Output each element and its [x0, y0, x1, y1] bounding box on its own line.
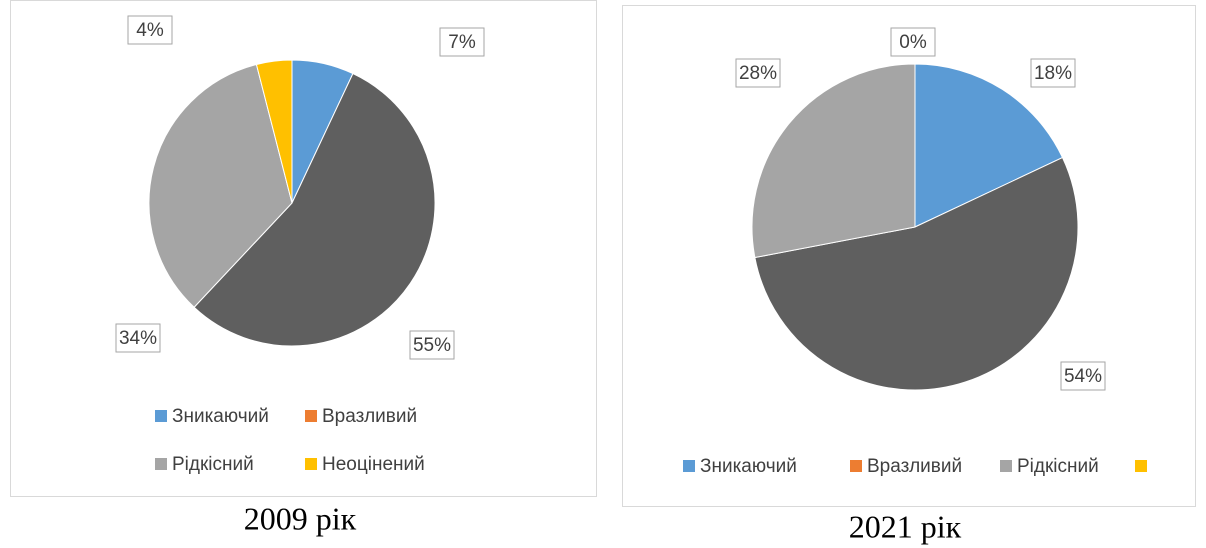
chart-caption: 2009 рік: [244, 500, 357, 536]
pie-slice: [148, 63, 293, 308]
pie-slice: [914, 63, 1064, 228]
legend-swatch: [683, 460, 695, 472]
data-label-box: [1060, 361, 1106, 391]
data-label: 18%: [1034, 63, 1072, 84]
legend-swatch: [305, 458, 317, 470]
legend-label: Вразливий: [867, 456, 962, 477]
data-label: 7%: [448, 32, 476, 53]
legend-label: Неоцінений: [322, 454, 425, 475]
data-label: 55%: [413, 335, 451, 356]
pie-slice: [751, 63, 916, 259]
pie-slice: [193, 72, 436, 347]
data-label: 34%: [119, 328, 157, 349]
legend-label: Рідкісний: [1017, 456, 1099, 477]
legend-swatch: [1135, 460, 1147, 472]
data-label: 28%: [739, 63, 777, 84]
legend-swatch: [305, 410, 317, 422]
pie-slice: [754, 156, 1079, 391]
legend-label: Рідкісний: [172, 454, 254, 475]
legend-swatch: [1000, 460, 1012, 472]
data-label-box: [127, 15, 173, 45]
legend-swatch: [155, 458, 167, 470]
data-label: 4%: [136, 20, 164, 41]
data-label: 54%: [1064, 366, 1102, 387]
data-label-box: [890, 27, 936, 57]
data-label-box: [115, 323, 161, 353]
legend-label: Зникаючий: [700, 456, 797, 477]
data-label-box: [409, 330, 455, 360]
data-label-box: [735, 58, 781, 88]
pie-slice: [255, 59, 293, 204]
legend-swatch: [155, 410, 167, 422]
legend-label: Вразливий: [322, 406, 417, 427]
legend-label: Зникаючий: [172, 406, 269, 427]
data-label: 0%: [899, 32, 927, 53]
data-label-box: [439, 27, 485, 57]
legend-swatch: [850, 460, 862, 472]
chart-caption: 2021 рік: [849, 508, 962, 544]
data-label-box: [1030, 58, 1076, 88]
